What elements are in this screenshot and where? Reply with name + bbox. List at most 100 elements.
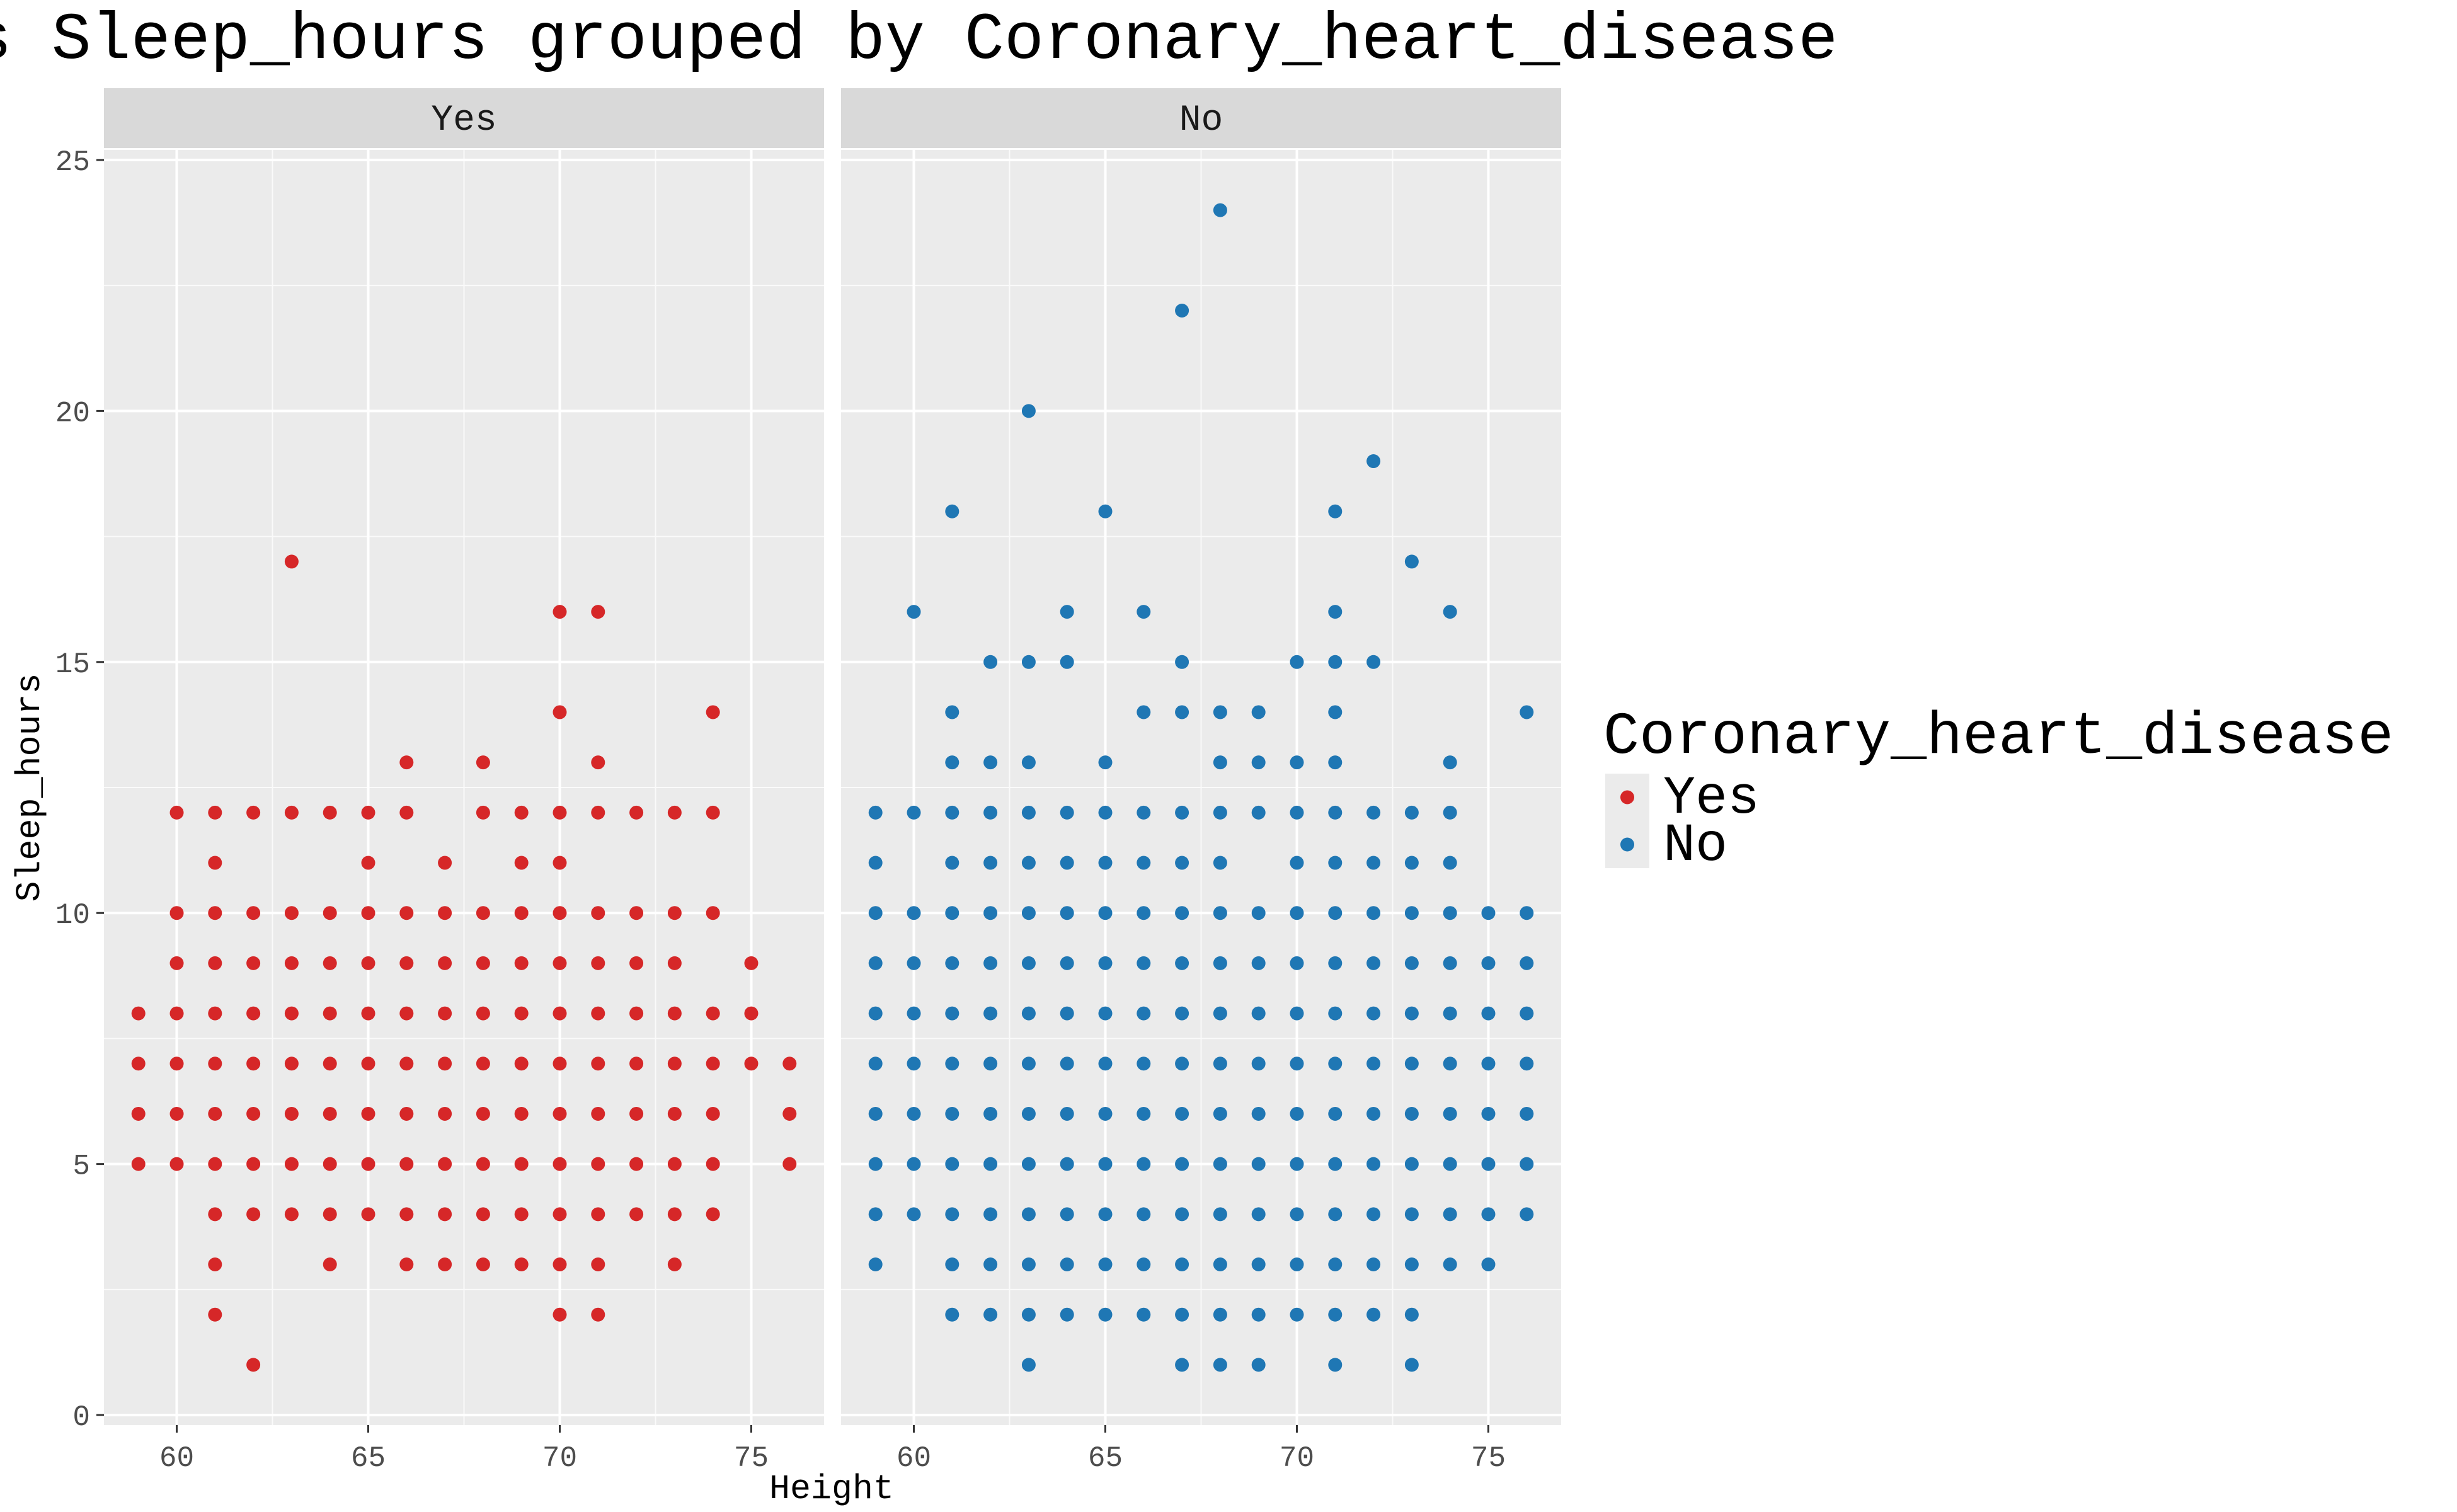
data-point <box>667 1207 682 1222</box>
x-tick-label: 60 <box>896 1442 931 1475</box>
data-point <box>1328 1057 1343 1071</box>
facet-strip <box>104 88 824 148</box>
data-point <box>553 906 567 920</box>
data-point <box>782 1057 797 1071</box>
data-point <box>591 1307 605 1322</box>
data-point <box>1290 1006 1304 1021</box>
data-point <box>1175 705 1189 719</box>
data-point <box>1021 1106 1036 1121</box>
data-point <box>1481 1106 1496 1121</box>
data-point <box>208 856 222 870</box>
data-point <box>476 1006 490 1021</box>
data-point <box>1060 1307 1074 1322</box>
data-point <box>361 906 375 920</box>
data-point <box>208 1057 222 1071</box>
data-point <box>591 956 605 970</box>
data-point <box>1481 1157 1496 1171</box>
data-point <box>591 1057 605 1071</box>
data-point <box>1404 856 1419 870</box>
data-point <box>907 956 921 970</box>
data-point <box>1443 956 1457 970</box>
data-point <box>706 705 720 719</box>
data-point <box>1328 504 1343 518</box>
data-point <box>706 805 720 820</box>
x-tick-label: 75 <box>1471 1442 1506 1475</box>
data-point <box>1366 454 1381 469</box>
data-point <box>553 1307 567 1322</box>
data-point <box>1137 1057 1151 1071</box>
data-point <box>361 805 375 820</box>
data-point <box>1481 906 1496 920</box>
y-tick-label: 20 <box>55 397 90 430</box>
data-point <box>591 1157 605 1171</box>
data-point <box>1098 1006 1113 1021</box>
data-point <box>1443 856 1457 870</box>
data-point <box>361 956 375 970</box>
data-point <box>169 956 184 970</box>
data-point <box>131 1006 146 1021</box>
data-point <box>1366 906 1381 920</box>
data-point <box>1213 1057 1227 1071</box>
data-point <box>284 1006 299 1021</box>
data-point <box>629 1106 644 1121</box>
data-point <box>907 1207 921 1222</box>
data-point <box>438 956 452 970</box>
data-point <box>1021 906 1036 920</box>
data-point <box>1137 1106 1151 1121</box>
data-point <box>1290 1307 1304 1322</box>
data-point <box>1251 1157 1266 1171</box>
data-point <box>1175 856 1189 870</box>
data-point <box>476 1157 490 1171</box>
data-point <box>1404 805 1419 820</box>
data-point <box>246 1057 261 1071</box>
x-tick-label: 70 <box>542 1442 577 1475</box>
data-point <box>1328 1358 1343 1372</box>
data-point <box>1328 956 1343 970</box>
data-point <box>553 705 567 719</box>
data-point <box>945 956 959 970</box>
data-point <box>945 1257 959 1272</box>
data-point <box>399 1207 414 1222</box>
data-point <box>1366 856 1381 870</box>
data-point <box>591 755 605 770</box>
data-point <box>629 906 644 920</box>
data-point <box>1021 1057 1036 1071</box>
data-point <box>208 1006 222 1021</box>
data-point <box>782 1157 797 1171</box>
data-point <box>1328 705 1343 719</box>
data-point <box>1251 1307 1266 1322</box>
data-point <box>1060 605 1074 619</box>
data-point <box>284 1106 299 1121</box>
data-point <box>553 1106 567 1121</box>
data-point <box>1213 1106 1227 1121</box>
data-point <box>438 906 452 920</box>
data-point <box>1251 956 1266 970</box>
data-point <box>1137 605 1151 619</box>
data-point <box>1481 1207 1496 1222</box>
data-point <box>1404 1057 1419 1071</box>
data-point <box>629 1157 644 1171</box>
data-point <box>208 805 222 820</box>
data-point <box>169 1157 184 1171</box>
data-point <box>629 1006 644 1021</box>
data-point <box>553 1157 567 1171</box>
data-point <box>323 1257 337 1272</box>
data-point <box>945 805 959 820</box>
data-point <box>361 856 375 870</box>
x-tick-label: 65 <box>351 1442 386 1475</box>
data-point <box>1520 1207 1534 1222</box>
data-point <box>1443 805 1457 820</box>
data-point <box>1404 956 1419 970</box>
data-point <box>1404 1157 1419 1171</box>
data-point <box>983 906 998 920</box>
data-point <box>1443 755 1457 770</box>
data-point <box>1251 1207 1266 1222</box>
data-point <box>1098 1257 1113 1272</box>
data-point <box>1137 1307 1151 1322</box>
data-point <box>1251 755 1266 770</box>
data-point <box>1404 1207 1419 1222</box>
data-point <box>169 906 184 920</box>
data-point <box>1060 906 1074 920</box>
data-point <box>907 1006 921 1021</box>
data-point <box>1328 1006 1343 1021</box>
